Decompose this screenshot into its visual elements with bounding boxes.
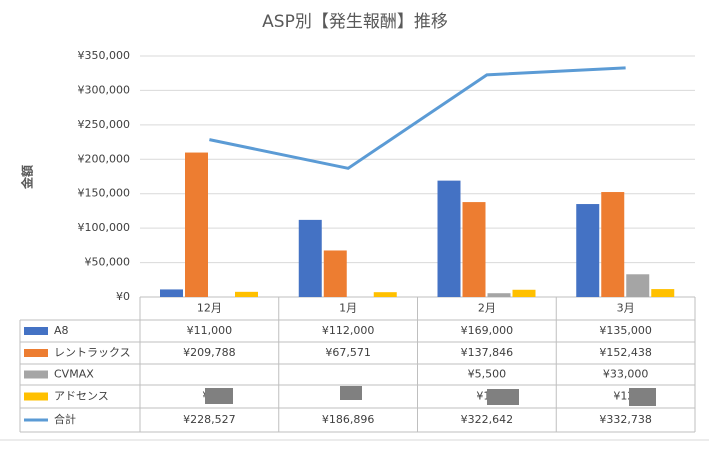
y-tick-label: ¥300,000 xyxy=(78,83,131,96)
bar xyxy=(235,291,258,297)
y-tick-label: ¥0 xyxy=(116,290,130,303)
table-value: ¥186,896 xyxy=(322,413,375,426)
table-value: ¥137,846 xyxy=(461,346,514,359)
legend-key xyxy=(24,349,48,357)
line-series xyxy=(209,66,626,170)
legend-key xyxy=(24,370,48,379)
legend-label: アドセンス xyxy=(54,390,109,403)
table-value: ¥33,000 xyxy=(603,368,649,381)
y-tick-label: ¥350,000 xyxy=(78,49,131,62)
table-value: ¥11,000 xyxy=(187,324,233,337)
bar xyxy=(626,274,650,297)
x-tick-label: 2月 xyxy=(478,302,496,315)
x-tick-label: 3月 xyxy=(617,302,635,315)
table-value: ¥332,738 xyxy=(599,413,652,426)
bar xyxy=(160,289,183,297)
legend-label: CVMAX xyxy=(54,368,94,381)
table-value: ¥112,000 xyxy=(322,324,375,337)
table-value: ¥169,000 xyxy=(461,324,514,337)
redaction xyxy=(205,388,233,404)
bar xyxy=(512,289,536,297)
bar xyxy=(601,192,625,297)
legend-key xyxy=(24,392,48,401)
table-value: ¥135,000 xyxy=(599,324,652,337)
table-value: ¥228,527 xyxy=(183,413,236,426)
bar xyxy=(462,202,486,297)
table-value: ¥322,642 xyxy=(461,413,514,426)
bar xyxy=(373,292,397,297)
bar xyxy=(298,219,322,297)
bar xyxy=(323,250,347,297)
x-tick-label: 1月 xyxy=(339,302,357,315)
y-tick-label: ¥100,000 xyxy=(78,221,131,234)
legend-label: A8 xyxy=(54,324,69,337)
legend-label: レントラックス xyxy=(54,346,131,359)
y-tick-label: ¥50,000 xyxy=(85,256,131,269)
redaction xyxy=(629,388,656,406)
y-axis-title: 金額 xyxy=(20,165,35,190)
y-tick-label: ¥200,000 xyxy=(78,152,131,165)
bar xyxy=(185,152,208,297)
redaction xyxy=(487,389,519,405)
bar xyxy=(437,180,461,297)
table-value: ¥67,571 xyxy=(325,346,371,359)
legend-label: 合計 xyxy=(54,412,76,426)
y-tick-label: ¥150,000 xyxy=(78,187,131,200)
legend-key xyxy=(24,327,48,335)
chart-title: ASP別【発生報酬】推移 xyxy=(262,12,448,32)
table-value: ¥209,788 xyxy=(183,346,236,359)
y-tick-label: ¥250,000 xyxy=(78,118,131,131)
x-tick-label: 12月 xyxy=(197,302,222,315)
redaction xyxy=(340,386,362,400)
table-value: ¥152,438 xyxy=(599,346,652,359)
bar xyxy=(576,204,600,297)
bar xyxy=(651,289,675,297)
table-value: ¥5,500 xyxy=(468,368,507,381)
bar xyxy=(487,293,511,297)
